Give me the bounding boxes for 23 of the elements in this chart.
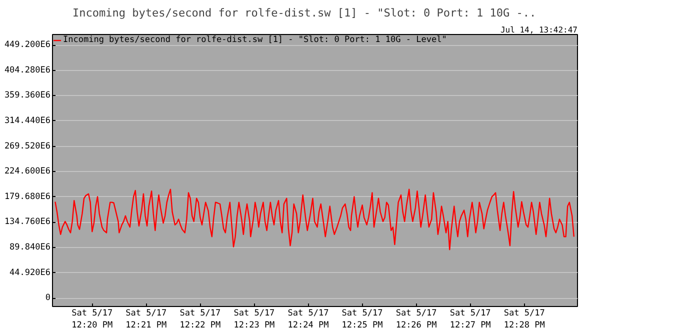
y-tick-label: 89.840E6 — [10, 242, 51, 252]
x-tick-label: Sat 5/17 12:25 PM — [342, 308, 383, 330]
y-tick-label: 179.680E6 — [4, 192, 51, 202]
x-tick-label: Sat 5/17 12:23 PM — [234, 308, 275, 330]
x-tick-label: Sat 5/17 12:27 PM — [450, 308, 491, 330]
chart-subtitle: Jul 14, 13:42:47 — [500, 26, 578, 34]
y-tick-label: 359.360E6 — [4, 90, 51, 101]
y-tick-label: 224.600E6 — [4, 166, 51, 177]
chart-title: Incoming bytes/second for rolfe-dist.sw [1] - "Slot: 0 Port: 1 10G -.. — [72, 6, 536, 20]
y-tick-label: 44.920E6 — [10, 268, 51, 278]
y-tick-label: 314.440E6 — [4, 116, 51, 126]
x-tick-label: Sat 5/17 12:24 PM — [288, 308, 329, 330]
x-tick-label: Sat 5/17 12:22 PM — [180, 308, 221, 330]
x-tick-label: Sat 5/17 12:26 PM — [396, 308, 437, 330]
x-tick-label: Sat 5/17 12:21 PM — [126, 308, 167, 330]
x-tick-label: Sat 5/17 12:28 PM — [504, 308, 545, 330]
y-tick-label: 404.280E6 — [4, 65, 51, 76]
y-tick-label: 449.200E6 — [4, 40, 51, 50]
y-tick-label: 269.520E6 — [4, 141, 51, 152]
y-tick-label: 0 — [45, 293, 51, 304]
text: Incoming bytes/second for rolfe-dist.sw [1] - "Slot: 0 Port: 1 10G - Level" — [63, 35, 447, 45]
y-tick-label: 134.760E6 — [4, 217, 51, 228]
x-tick-label: Sat 5/17 12:20 PM — [72, 308, 113, 330]
